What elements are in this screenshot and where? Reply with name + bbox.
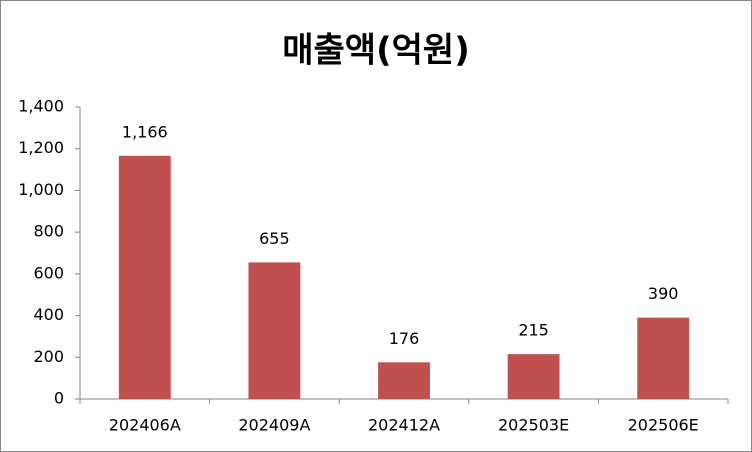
value-label: 176 <box>389 329 420 348</box>
y-tick-label: 0 <box>54 389 64 408</box>
y-tick-label: 1,200 <box>18 138 64 157</box>
value-label: 655 <box>259 229 290 248</box>
bar <box>118 155 171 399</box>
bar <box>248 262 301 399</box>
value-label: 1,166 <box>122 122 168 141</box>
x-tick-label: 202503E <box>498 416 569 435</box>
y-tick-label: 1,400 <box>18 97 64 116</box>
x-tick-label: 202506E <box>628 416 699 435</box>
value-label: 215 <box>518 321 549 340</box>
y-tick-label: 1,000 <box>18 180 64 199</box>
x-tick-label: 202406A <box>109 416 181 435</box>
bar <box>637 317 690 399</box>
y-tick-label: 400 <box>33 305 64 324</box>
bar <box>378 362 430 399</box>
x-tick-label: 202409A <box>238 416 310 435</box>
y-tick-label: 600 <box>33 263 64 282</box>
y-tick-label: 800 <box>33 222 64 241</box>
chart-title: 매출액(억원) <box>282 31 469 71</box>
y-tick-label: 200 <box>33 347 64 366</box>
bar <box>507 354 560 399</box>
value-label: 390 <box>648 284 679 303</box>
x-tick-label: 202412A <box>368 416 440 435</box>
